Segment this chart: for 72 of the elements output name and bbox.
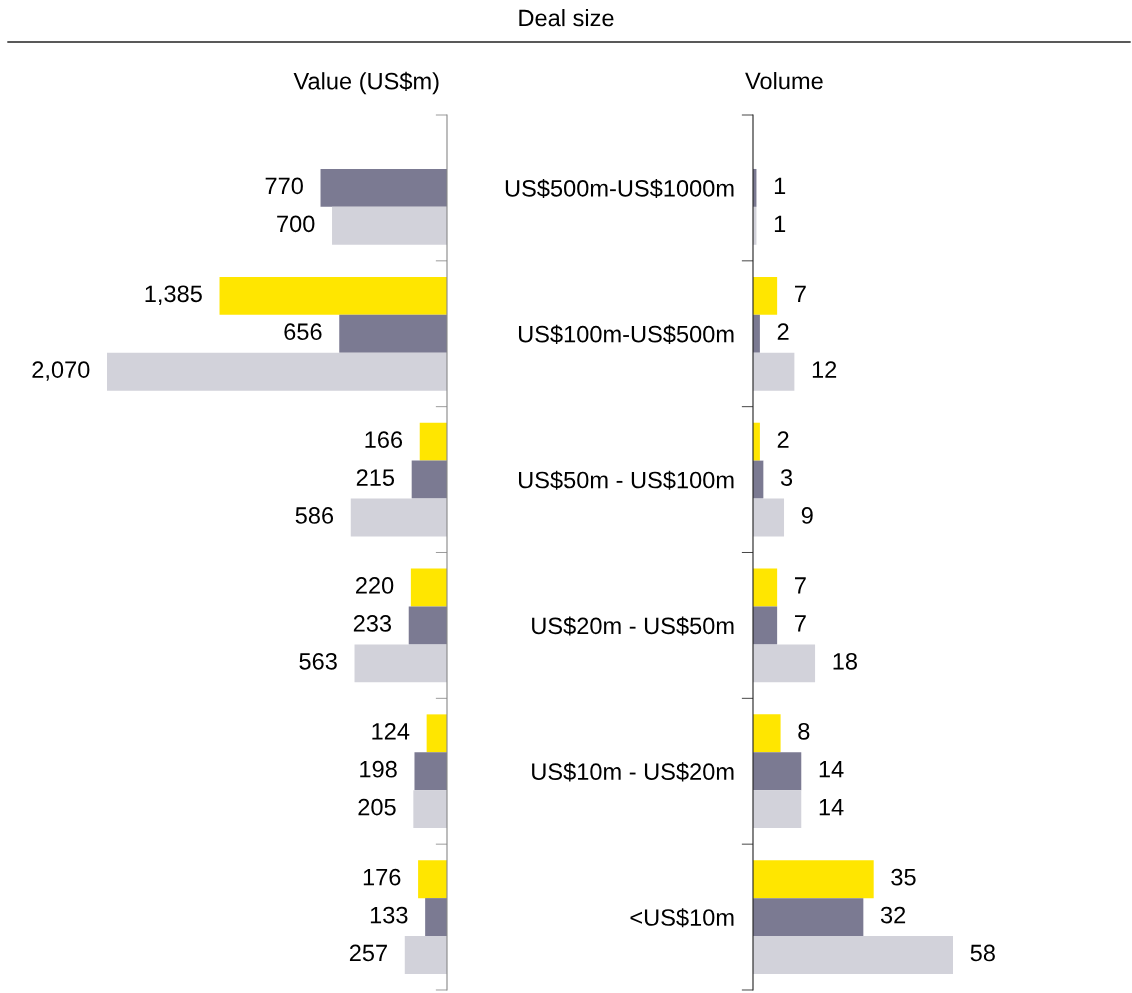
bar — [320, 168, 447, 207]
data-label: 7 — [795, 577, 806, 594]
data-label: 176 — [363, 868, 401, 886]
data-label: 205 — [358, 798, 396, 816]
chart-subtitle: Volume — [745, 72, 823, 90]
data-label: 1 — [774, 177, 786, 195]
data-label: 35 — [891, 868, 916, 886]
data-label: 215 — [356, 469, 395, 486]
bar — [753, 898, 864, 937]
data-label: 3 — [780, 469, 793, 486]
bar — [404, 936, 447, 974]
data-label: 656 — [284, 323, 322, 341]
data-label: 32 — [880, 906, 906, 924]
bar — [419, 422, 447, 461]
bar — [408, 606, 447, 645]
bar — [753, 568, 778, 607]
data-label: 166 — [365, 431, 403, 448]
bar — [753, 606, 778, 645]
y-tick-label: US$500m-US$1000m — [505, 178, 734, 199]
data-label: 2 — [777, 323, 789, 340]
bar — [339, 314, 447, 353]
data-label: 257 — [349, 944, 387, 962]
data-label: 58 — [970, 944, 995, 962]
bar — [332, 206, 447, 245]
data-label: 1 — [774, 215, 786, 232]
data-label: 7 — [795, 285, 806, 302]
data-label: 1,385 — [145, 285, 202, 305]
data-label: 124 — [372, 722, 410, 740]
bar — [753, 936, 953, 974]
bar — [414, 752, 447, 791]
data-label: 586 — [295, 507, 334, 524]
data-label: 2,070 — [32, 361, 90, 381]
bar — [753, 714, 781, 753]
bar — [350, 498, 447, 537]
data-label: 233 — [353, 615, 392, 632]
data-label: 7 — [795, 615, 806, 632]
bar — [753, 498, 785, 537]
bar — [411, 460, 447, 499]
y-tick-label: US$50m - US$100m — [519, 470, 734, 490]
y-tick-label: US$100m-US$500m — [518, 324, 734, 344]
y-tick-label: US$10m - US$20m — [532, 762, 734, 782]
data-label: 198 — [360, 760, 397, 778]
data-label: 8 — [798, 722, 810, 740]
chart-subtitle: Value (US$m) — [293, 71, 439, 95]
data-label: 2 — [777, 431, 789, 448]
bar — [413, 790, 447, 829]
data-label: 9 — [801, 507, 813, 524]
data-label: 770 — [265, 177, 303, 195]
bar — [410, 568, 447, 607]
bar — [753, 276, 778, 315]
data-label: 133 — [370, 906, 408, 924]
data-label: 14 — [819, 761, 844, 778]
bar — [418, 860, 447, 899]
data-label: 563 — [299, 652, 337, 670]
bar — [753, 752, 802, 791]
text: Deal size — [519, 9, 614, 27]
bar — [107, 352, 447, 391]
data-label: 700 — [277, 215, 315, 233]
data-label: 12 — [812, 361, 837, 378]
bar — [753, 860, 874, 899]
bar — [219, 276, 447, 315]
bar — [753, 352, 795, 391]
bar — [426, 714, 447, 753]
bar — [753, 644, 816, 683]
data-label: 14 — [819, 799, 844, 816]
y-tick-label: <US$10m — [630, 908, 734, 928]
data-label: 18 — [833, 652, 857, 670]
bar — [753, 790, 802, 829]
y-tick-label: US$20m - US$50m — [532, 616, 734, 636]
data-label: 220 — [356, 577, 394, 594]
bar — [354, 644, 447, 683]
bar — [425, 898, 447, 937]
